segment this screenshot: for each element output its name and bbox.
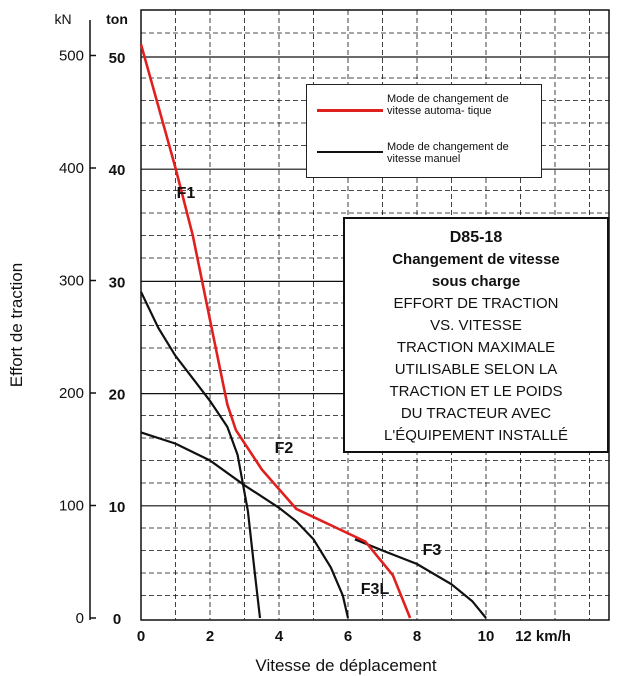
- x-tick-label: 8: [413, 628, 421, 645]
- info-line: VS. VITESSE: [430, 317, 522, 334]
- legend-label-manual: Mode de changement de vitesse manuel: [387, 141, 509, 165]
- y-axis-title: Effort de traction: [7, 263, 26, 387]
- series-line-manual: [140, 291, 262, 619]
- info-model: D85-18: [449, 229, 503, 246]
- y-unit-kN: kN: [54, 11, 71, 27]
- x-axis-title: Vitesse de déplacement: [255, 656, 436, 675]
- info-line: L'ÉQUIPEMENT INSTALLÉ: [383, 427, 569, 444]
- series-line-manual: [140, 431, 350, 619]
- y-tick-label-kN: 0: [76, 610, 84, 627]
- y-tick-label-ton: 40: [109, 162, 126, 179]
- y-tick-label-kN: 400: [59, 160, 84, 177]
- info-box: D85-18 Changement de vitesse sous charge…: [343, 217, 609, 453]
- legend-swatch-auto: [317, 109, 383, 112]
- y-tick-label-ton: 50: [109, 50, 126, 67]
- info-line: DU TRACTEUR AVEC: [400, 405, 552, 422]
- curve-label: F3: [423, 542, 442, 559]
- x-tick-label: 10: [478, 628, 495, 645]
- curve-label: F1: [177, 185, 196, 202]
- curve-label: F2: [275, 440, 294, 457]
- info-line: UTILISABLE SELON LA: [394, 361, 558, 378]
- y-tick-label-kN: 100: [59, 498, 84, 515]
- x-tick-label: 6: [344, 628, 352, 645]
- info-subtitle-2: sous charge: [431, 273, 521, 290]
- y-tick-label-ton: 20: [109, 387, 126, 404]
- legend: Mode de changement de vitesse automa- ti…: [306, 84, 542, 178]
- x-tick-label: 4: [275, 628, 284, 645]
- y-tick-label-kN: 500: [59, 48, 84, 65]
- y-tick-label-ton: 30: [109, 274, 126, 291]
- x-tick-label: 2: [206, 628, 214, 645]
- curve-label: F3L: [361, 581, 390, 598]
- y-tick-label-ton: 0: [113, 611, 121, 628]
- info-subtitle-1: Changement de vitesse: [392, 251, 560, 268]
- y-tick-label-kN: 200: [59, 385, 84, 402]
- legend-swatch-manual: [317, 151, 383, 153]
- info-line: TRACTION MAXIMALE: [396, 339, 556, 356]
- y-tick-label-kN: 300: [59, 273, 84, 290]
- y-tick-label-ton: 10: [109, 499, 126, 516]
- x-unit-label: 12 km/h: [515, 628, 571, 645]
- y-unit-ton: ton: [106, 11, 128, 27]
- x-tick-label: 0: [137, 628, 145, 645]
- info-line: TRACTION ET LE POIDS: [389, 383, 563, 400]
- info-line: EFFORT DE TRACTION: [393, 295, 559, 312]
- series-line-manual: [354, 538, 487, 619]
- legend-label-auto: Mode de changement de vitesse automa- ti…: [387, 93, 509, 117]
- series-line-auto: [139, 43, 412, 619]
